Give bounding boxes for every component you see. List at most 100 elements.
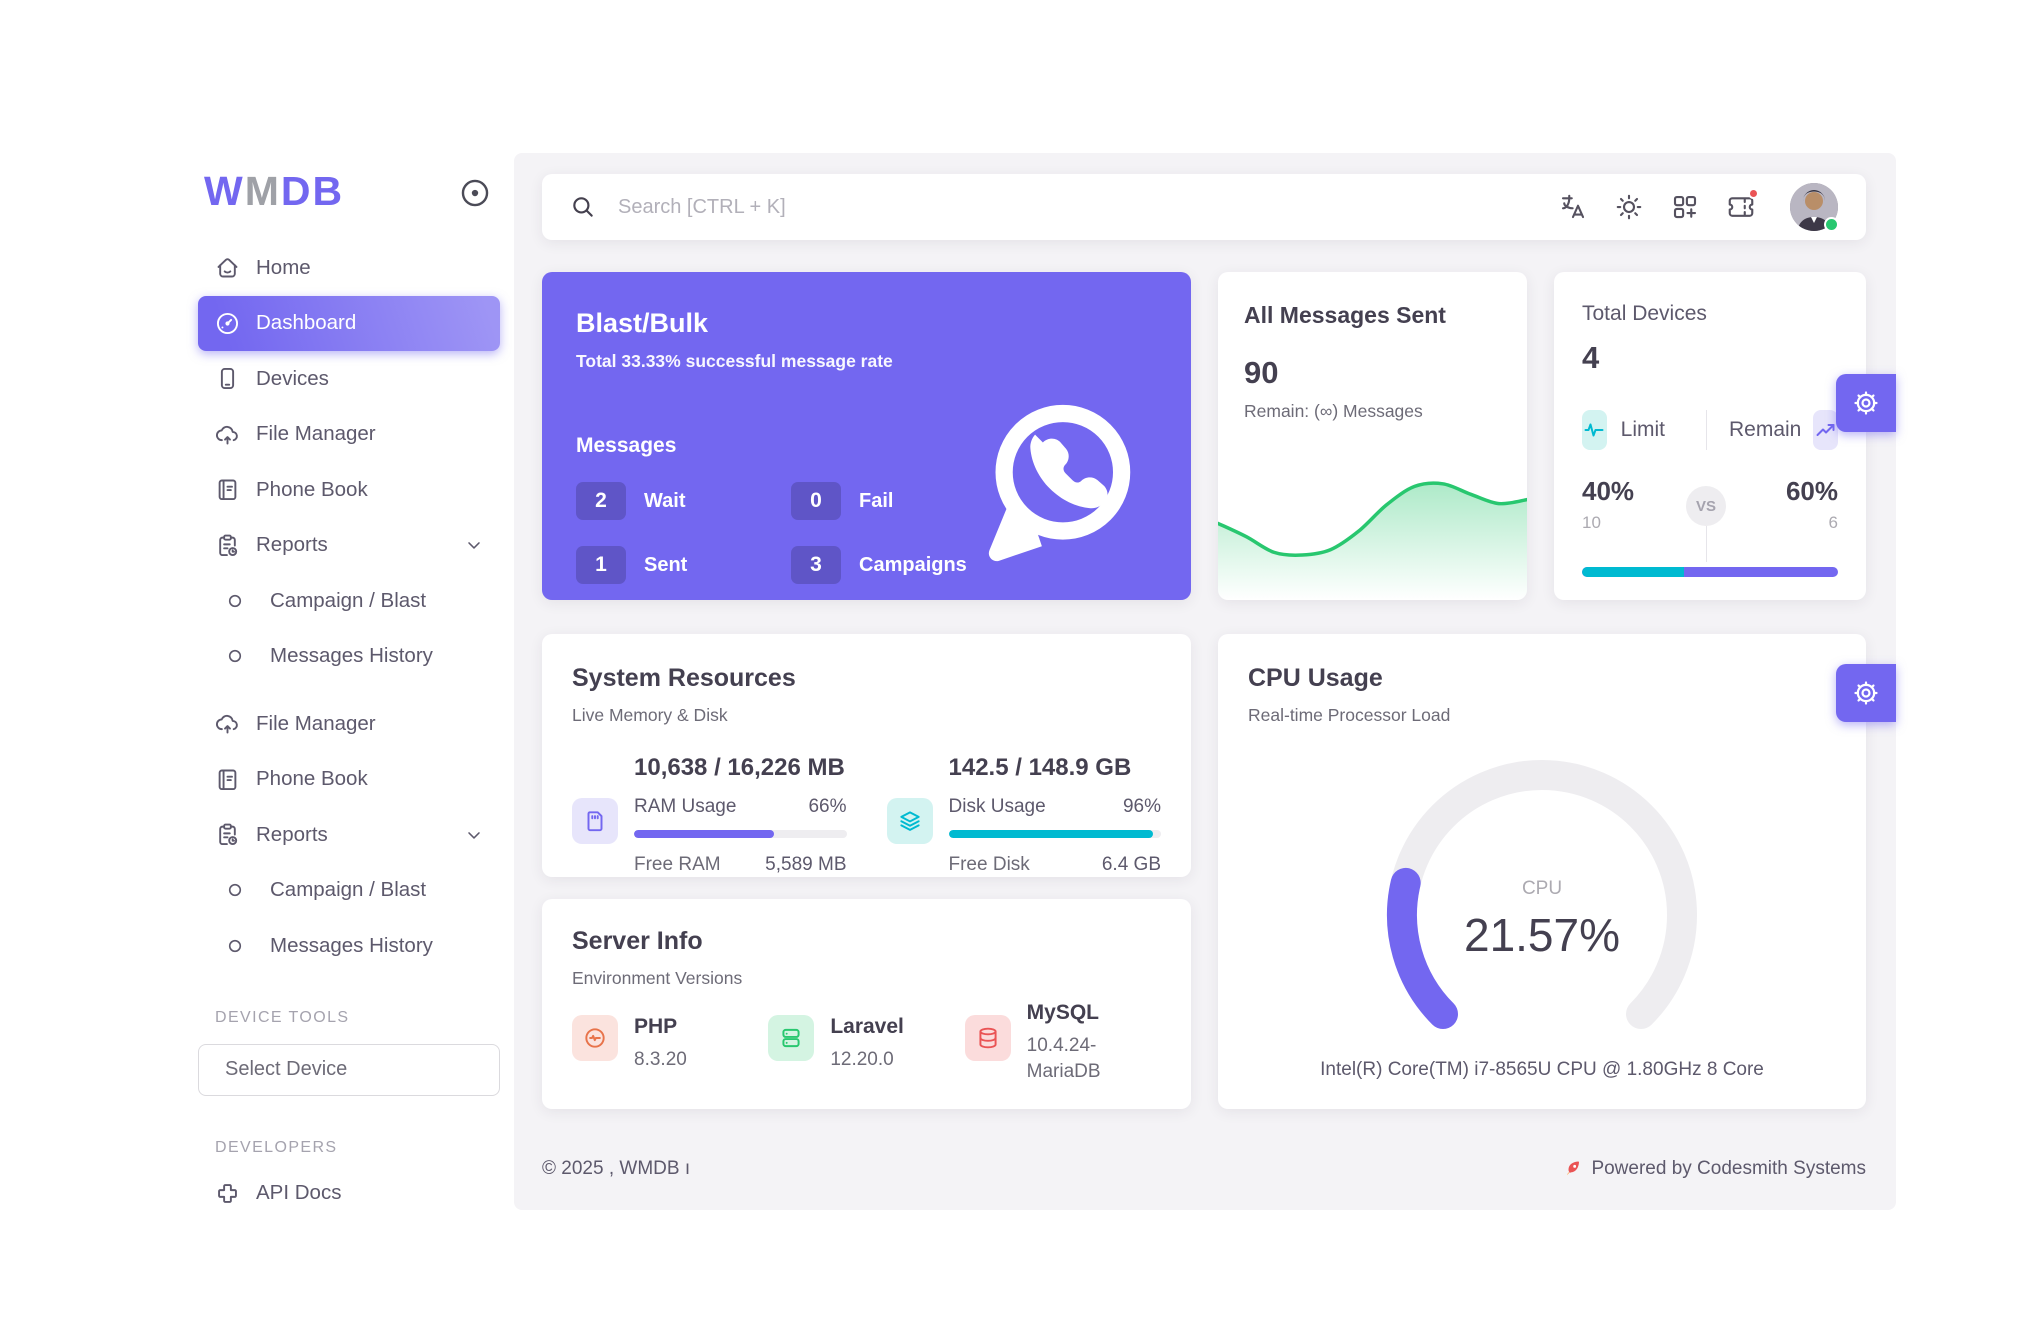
search-input[interactable] [618, 195, 1118, 219]
messages-remain: Remain: (∞) Messages [1244, 401, 1423, 421]
sidebar-item-label: Messages History [270, 644, 433, 668]
shortcuts-grid-icon[interactable] [1670, 192, 1700, 222]
language-icon[interactable] [1558, 192, 1588, 222]
stat-label: Campaigns [859, 553, 967, 576]
sidebar-item-label: Messages History [270, 933, 433, 957]
sidebar-nav: Home Dashboard Devices File Manager Phon… [198, 240, 500, 1221]
customizer-gear-button[interactable] [1836, 664, 1896, 722]
ram-progress-fill [634, 830, 775, 838]
customizer-gear-button[interactable] [1836, 374, 1896, 432]
sidebar-pin-toggle[interactable] [458, 176, 492, 210]
sidebar-item-label: Reports [256, 822, 328, 846]
free-disk-label: Free Disk [948, 854, 1030, 875]
gear-icon [1854, 391, 1878, 415]
ticket-notification-icon[interactable] [1726, 188, 1759, 222]
disk-usage-pct: 96% [1122, 796, 1161, 817]
rocket-icon [1567, 1161, 1580, 1176]
limit-label: Limit [1620, 418, 1665, 441]
circle-bullet-icon [228, 877, 242, 904]
sidebar-item-campaign-blast[interactable]: Campaign / Blast [198, 573, 500, 629]
gear-icon [1854, 681, 1878, 705]
server-info-title: Server Info [572, 927, 703, 955]
api-icon [214, 1180, 241, 1207]
cpu-gauge-value: 21.57% [1463, 909, 1620, 961]
sidebar-item-campaign-blast-2[interactable]: Campaign / Blast [198, 863, 500, 919]
limit-percent: 40% [1582, 476, 1635, 506]
powered-by-text: Powered by Codesmith Systems [1591, 1158, 1866, 1179]
copyright-text: © 2025 , WMDB ı [542, 1158, 691, 1179]
disk-resource: 142.5 / 148.9 GB Disk Usage 96% Free Dis… [886, 754, 1161, 876]
stat-fail: 0 Fail [791, 482, 996, 520]
sidebar-section-device-tools: DEVICE TOOLS [215, 1008, 350, 1026]
divider [1706, 520, 1707, 562]
sidebar-item-dashboard[interactable]: Dashboard [198, 295, 500, 351]
sidebar-item-label: Dashboard [256, 311, 357, 335]
circle-bullet-icon [228, 587, 242, 614]
blast-stats: 2 Wait 0 Fail 1 Sent 3 Campaigns [576, 482, 996, 584]
sidebar-item-messages-history[interactable]: Messages History [198, 629, 500, 685]
sidebar-item-label: File Manager [256, 711, 376, 735]
circle-bullet-icon [228, 643, 242, 670]
blast-messages-label: Messages [576, 434, 677, 457]
env-php: PHP 8.3.20 [572, 1015, 768, 1084]
logo-part: DB [280, 168, 345, 214]
disk-progress-bar [948, 830, 1161, 838]
disk-layers-icon [886, 798, 933, 844]
sidebar-item-label: File Manager [256, 422, 376, 446]
messages-card-title: All Messages Sent [1244, 302, 1446, 328]
search-icon [573, 197, 593, 217]
env-mysql: MySQL 10.4.24-MariaDB [964, 1001, 1161, 1084]
sidebar-item-phone-book[interactable]: Phone Book [198, 462, 500, 518]
light-mode-sun-icon[interactable] [1614, 192, 1644, 222]
chevron-down-icon [464, 535, 484, 555]
stat-label: Wait [644, 489, 686, 512]
env-version: 8.3.20 [634, 1049, 687, 1070]
php-icon [572, 1015, 618, 1061]
smartphone-icon [214, 365, 241, 392]
sidebar-item-reports[interactable]: Reports [198, 518, 500, 574]
stat-value-badge: 1 [576, 546, 626, 584]
devices-card-title: Total Devices [1582, 302, 1707, 325]
devices-comparison: Limit Remain 40% 60% 10 6 VS [1582, 410, 1838, 577]
blast-bulk-card: Blast/Bulk Total 33.33% successful messa… [542, 272, 1191, 600]
laravel-server-icon [768, 1015, 815, 1061]
sidebar-item-file-manager-2[interactable]: File Manager [198, 696, 500, 752]
sidebar-item-api-docs[interactable]: API Docs [198, 1166, 500, 1222]
cpu-subtitle: Real-time Processor Load [1248, 705, 1451, 725]
top-navbar [542, 174, 1866, 240]
sidebar-item-file-manager[interactable]: File Manager [198, 407, 500, 463]
sidebar-item-messages-history-2[interactable]: Messages History [198, 918, 500, 974]
sidebar-item-reports-2[interactable]: Reports [198, 807, 500, 863]
disk-usage-value: 142.5 / 148.9 GB [948, 754, 1132, 781]
server-info-subtitle: Environment Versions [572, 968, 743, 988]
select-device-dropdown[interactable]: Select Device [198, 1043, 500, 1096]
home-icon [214, 254, 241, 281]
sidebar-item-label: Phone Book [256, 767, 368, 791]
phone-book-icon [214, 476, 241, 503]
logo-part: M [244, 168, 281, 214]
sidebar-item-devices[interactable]: Devices [198, 351, 500, 407]
stat-wait: 2 Wait [576, 482, 791, 520]
stat-value-badge: 3 [791, 546, 841, 584]
sidebar-item-phone-book-2[interactable]: Phone Book [198, 752, 500, 808]
disk-usage-label: Disk Usage [948, 796, 1046, 817]
messages-total: 90 [1244, 355, 1279, 390]
circle-dot-icon [461, 179, 489, 207]
powered-by[interactable]: Powered by Codesmith Systems [1563, 1158, 1866, 1180]
sidebar-item-label: API Docs [256, 1181, 342, 1205]
free-ram-value: 5,589 MB [765, 854, 847, 875]
chevron-down-icon [464, 825, 484, 845]
ram-usage-value: 10,638 / 16,226 MB [634, 754, 845, 781]
env-version: 12.20.0 [830, 1049, 894, 1070]
stat-label: Fail [859, 489, 894, 512]
phone-book-icon [214, 766, 241, 793]
user-menu[interactable] [1790, 183, 1839, 232]
remain-percent: 60% [1785, 476, 1838, 506]
global-search[interactable] [570, 194, 1558, 220]
sidebar-item-label: Campaign / Blast [270, 588, 427, 612]
navbar-actions [1558, 183, 1839, 232]
divider [1706, 410, 1707, 450]
sidebar-item-home[interactable]: Home [198, 240, 500, 296]
remain-count: 6 [1828, 513, 1838, 532]
app-logo[interactable]: WMDB [204, 168, 344, 215]
